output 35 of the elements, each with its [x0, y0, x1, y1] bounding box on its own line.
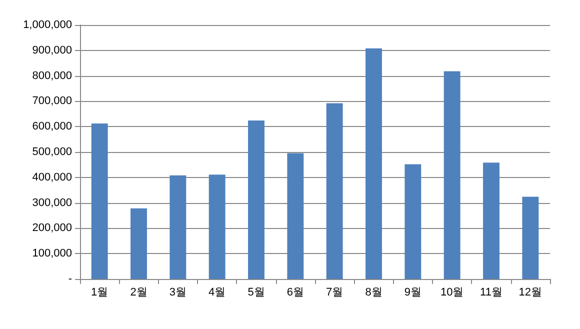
x-tick-label: 2월	[130, 286, 148, 298]
y-tick-label: 700,000	[32, 95, 72, 108]
bar	[248, 120, 264, 279]
y-tick-label: 500,000	[32, 146, 72, 158]
y-tick-label: 400,000	[32, 171, 72, 184]
bar	[287, 153, 304, 279]
y-tick-label: 300,000	[32, 196, 72, 209]
bar	[404, 164, 422, 279]
y-tick-label: 600,000	[32, 120, 72, 133]
bar	[326, 103, 343, 279]
y-tick-label: 200,000	[32, 222, 72, 234]
bar	[208, 174, 226, 279]
bar	[130, 208, 147, 279]
bar	[444, 71, 460, 279]
x-tick-label: 8월	[365, 286, 382, 298]
y-tick-label: -	[68, 273, 72, 285]
x-tick-label: 11월	[480, 286, 502, 298]
x-tick-label: 9월	[404, 286, 422, 298]
bar	[483, 162, 500, 279]
x-tick-label: 3월	[169, 286, 186, 298]
bar	[522, 196, 539, 279]
x-tick-label: 10월	[440, 286, 464, 298]
bar	[170, 175, 186, 279]
x-tick-label: 7월	[326, 286, 344, 298]
bar	[366, 48, 382, 279]
y-tick-label: 800,000	[32, 70, 72, 82]
y-tick-label: 100,000	[32, 248, 72, 260]
x-tick-label: 12월	[518, 286, 542, 298]
x-tick-label: 1월	[91, 286, 108, 298]
x-tick-label: 4월	[208, 286, 226, 298]
bar	[91, 124, 108, 279]
y-tick-label: 1,000,000	[23, 19, 72, 31]
y-tick-label: 900,000	[32, 44, 72, 56]
x-tick-label: 5월	[248, 286, 265, 298]
x-tick-label: 6월	[286, 286, 304, 298]
